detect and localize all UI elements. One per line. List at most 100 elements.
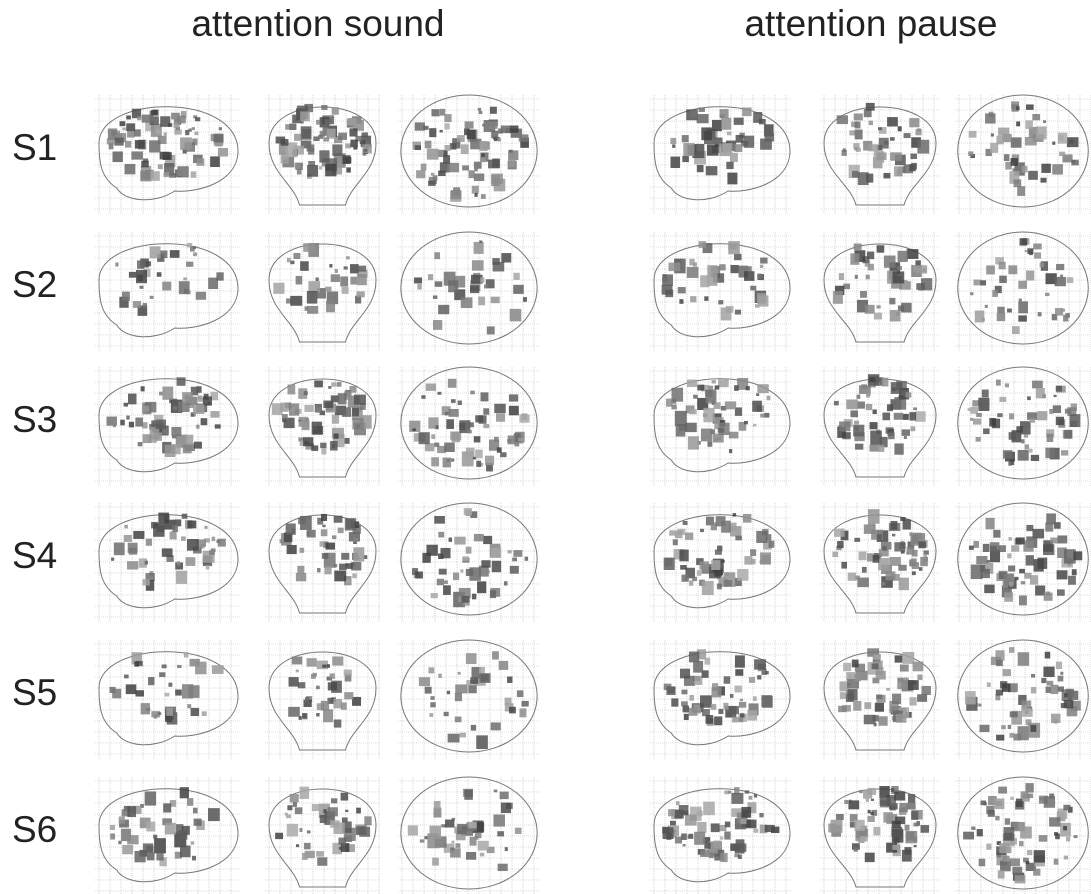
activation-blob [427, 149, 439, 160]
activation-blob [141, 161, 148, 168]
activation-blob [734, 144, 743, 152]
activation-blob [868, 509, 880, 524]
brain-panel [955, 640, 1091, 760]
activation-blob [316, 713, 319, 716]
activation-blob [919, 567, 922, 571]
activation-blob [1058, 676, 1064, 682]
activation-blob [1063, 826, 1067, 830]
activation-blob [890, 310, 901, 321]
activation-blob [904, 133, 911, 138]
activation-blob [148, 677, 154, 685]
activation-blob [697, 165, 704, 172]
activation-blob [1054, 859, 1059, 865]
activation-blob [319, 166, 322, 169]
activation-blob [718, 380, 729, 388]
activation-blob [1011, 158, 1018, 166]
activation-blob [150, 296, 154, 299]
activation-blob [472, 594, 476, 600]
activation-blob [729, 432, 738, 439]
activation-blob [303, 243, 315, 252]
activation-blob [1036, 126, 1047, 139]
activation-blob [296, 670, 299, 673]
activation-blob [689, 652, 699, 663]
activation-blob [1026, 783, 1034, 792]
activation-blob [177, 167, 187, 176]
activation-blob [467, 130, 476, 140]
activation-blob [482, 124, 485, 127]
activation-blob [1033, 869, 1040, 876]
activation-blob [852, 660, 859, 668]
activation-blob [742, 107, 751, 116]
activation-blob [877, 245, 885, 252]
activation-blob [328, 682, 337, 690]
activation-blob [135, 418, 143, 427]
activation-blob [433, 295, 437, 298]
activation-blob [1057, 535, 1067, 543]
activation-blob [461, 596, 469, 603]
activation-blob [153, 835, 157, 839]
activation-blob [428, 274, 433, 280]
brain-panel [265, 232, 380, 352]
activation-blob [679, 299, 683, 304]
activation-blob [909, 118, 919, 127]
activation-blob [504, 581, 508, 585]
activation-blob [697, 114, 709, 123]
activation-blob [1061, 450, 1068, 455]
activation-blob [204, 526, 207, 529]
activation-blob [1041, 678, 1046, 683]
activation-blob [683, 844, 686, 846]
activation-blob [876, 152, 886, 160]
activation-blob [886, 819, 891, 824]
activation-blob [186, 557, 196, 566]
activation-blob [992, 290, 998, 297]
activation-blob [919, 287, 923, 290]
activation-blob [455, 693, 462, 701]
activation-blob [497, 447, 502, 452]
activation-blob [751, 559, 755, 565]
activation-blob [421, 395, 425, 399]
activation-blob [703, 802, 715, 816]
activation-blob [485, 456, 494, 465]
activation-blob [326, 543, 336, 550]
activation-blob [727, 173, 737, 185]
activation-blob [112, 689, 121, 698]
activation-blob [177, 377, 186, 385]
activation-blob [669, 530, 675, 535]
activation-blob [464, 508, 472, 515]
activation-blob [481, 392, 489, 401]
activation-blob [1063, 805, 1070, 811]
activation-blob [326, 301, 335, 312]
activation-blob [316, 851, 324, 857]
activation-blob [685, 532, 693, 539]
activation-blob [846, 399, 857, 409]
activation-blob [445, 412, 449, 415]
activation-blob [866, 391, 870, 396]
activation-blob [112, 151, 122, 162]
activation-blob [296, 844, 299, 847]
activation-blob [1068, 576, 1076, 585]
activation-blob [1018, 315, 1027, 321]
activation-blob [683, 706, 689, 713]
activation-blob [911, 163, 917, 170]
activation-blob [915, 411, 925, 422]
activation-blob [1031, 687, 1036, 693]
activation-blob [300, 548, 305, 553]
activation-blob [756, 531, 767, 543]
activation-blob [899, 578, 909, 591]
activation-blob [741, 807, 751, 818]
brain-outline [654, 244, 790, 337]
activation-blob [131, 151, 142, 159]
activation-blob [1000, 861, 1011, 872]
activation-blob [912, 571, 916, 575]
activation-blob [986, 265, 995, 274]
activation-blob [347, 118, 357, 125]
activation-blob [192, 856, 196, 861]
brain-panel [398, 232, 540, 352]
activation-blob [1005, 818, 1010, 824]
activation-blob [976, 437, 981, 442]
activation-blob [431, 173, 434, 176]
activation-blob [887, 404, 893, 411]
row-label: S3 [12, 399, 57, 440]
activation-blob [1033, 243, 1041, 249]
activation-blob [862, 567, 867, 573]
